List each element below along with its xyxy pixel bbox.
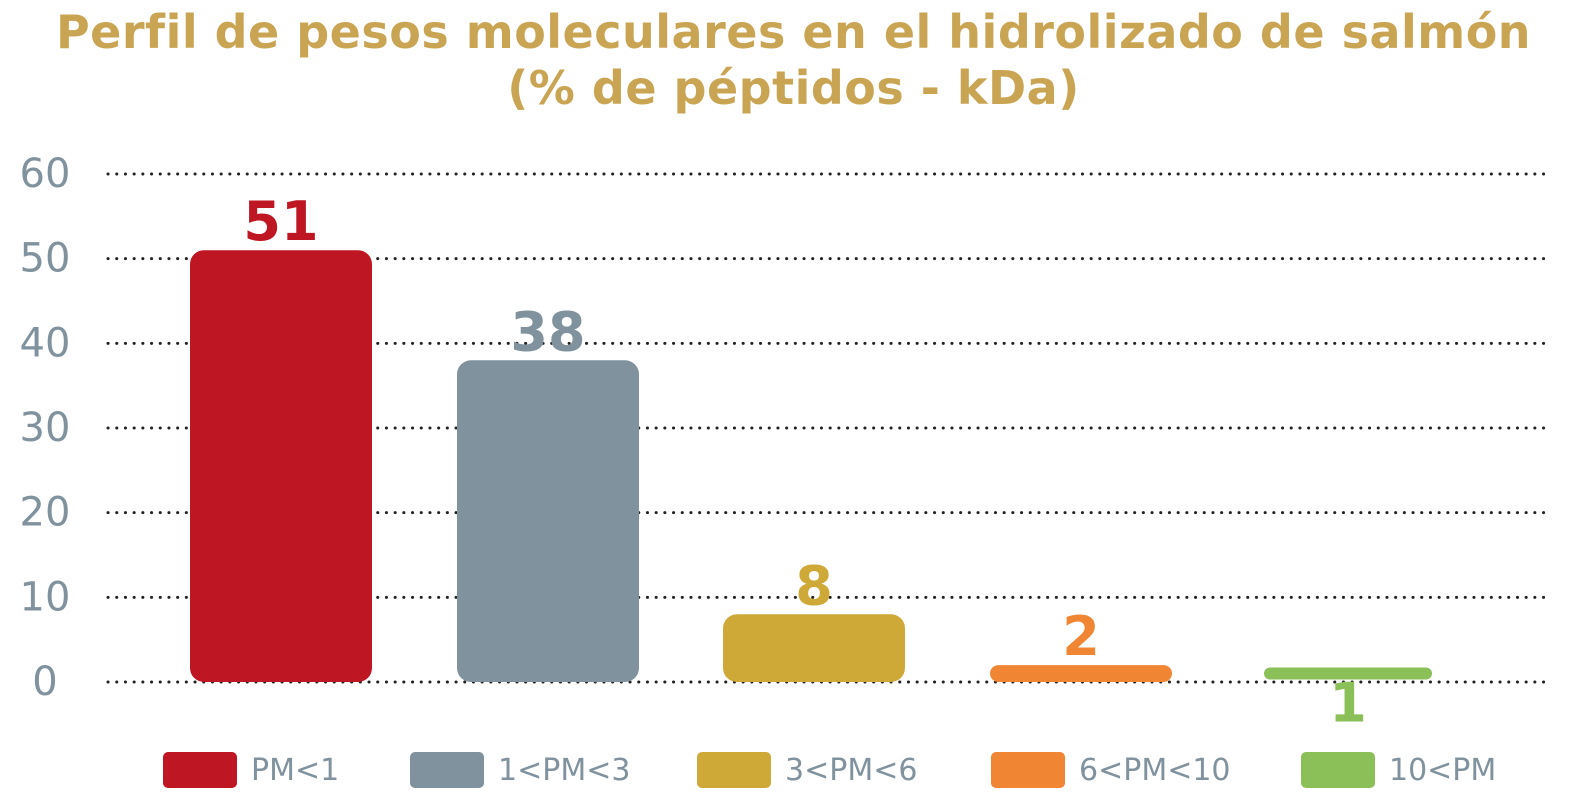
y-tick-label: 50 xyxy=(20,236,71,282)
y-tick-label: 60 xyxy=(20,151,71,197)
legend-item: 3<PM<6 xyxy=(697,748,917,792)
legend-swatch xyxy=(991,752,1065,788)
y-tick-label: 10 xyxy=(20,574,71,620)
chart-title-block: Perfil de pesos moleculares en el hidrol… xyxy=(0,4,1587,116)
chart-title: Perfil de pesos moleculares en el hidrol… xyxy=(55,5,1532,59)
legend-swatch xyxy=(1301,752,1375,788)
y-tick-label: 0 xyxy=(32,659,57,705)
legend-swatch xyxy=(163,752,237,788)
bar-value-label: 2 xyxy=(1062,605,1100,668)
y-tick-label: 20 xyxy=(20,490,71,536)
legend-label: PM<1 xyxy=(251,752,340,788)
legend-label: 10<PM xyxy=(1389,752,1497,788)
bar-value-label: 1 xyxy=(1329,672,1367,735)
bar-6-pm-10 xyxy=(990,665,1172,682)
bar-value-label: 38 xyxy=(510,300,585,363)
legend-swatch xyxy=(410,752,484,788)
bar-10-pm xyxy=(1264,667,1432,680)
legend-item: 1<PM<3 xyxy=(410,748,630,792)
legend-item: 6<PM<10 xyxy=(991,748,1231,792)
y-tick-label: 30 xyxy=(20,405,71,451)
bar-3-pm-6 xyxy=(723,614,905,682)
y-axis-ticks: 0 10 20 30 40 50 60 xyxy=(20,151,71,705)
bar-1-pm-3 xyxy=(457,360,639,682)
bar-chart: 0 10 20 30 40 50 60 51 38 8 2 1 xyxy=(20,151,1547,735)
bar-pm-1 xyxy=(190,250,372,682)
legend-label: 6<PM<10 xyxy=(1079,752,1231,788)
legend-item: PM<1 xyxy=(163,748,339,792)
bar-value-label: 51 xyxy=(243,190,318,253)
bars xyxy=(190,250,1432,682)
legend-label: 3<PM<6 xyxy=(785,752,918,788)
bar-value-label: 8 xyxy=(795,554,833,617)
legend-label: 1<PM<3 xyxy=(498,752,631,788)
chart-subtitle: (% de péptidos - kDa) xyxy=(507,61,1080,115)
legend-item: 10<PM xyxy=(1301,748,1496,792)
legend-swatch xyxy=(697,752,771,788)
legend: PM<1 1<PM<3 3<PM<6 6<PM<10 10<PM xyxy=(0,748,1587,792)
bar-value-labels: 51 38 8 2 1 xyxy=(243,190,1366,734)
y-tick-label: 40 xyxy=(20,320,71,366)
